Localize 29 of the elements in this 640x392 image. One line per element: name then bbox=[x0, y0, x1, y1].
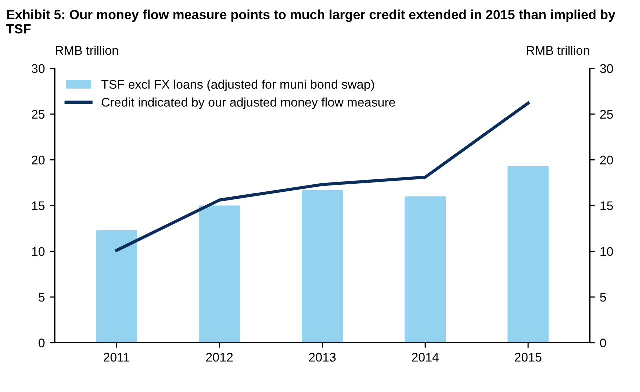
y2-tick-label: 0 bbox=[600, 338, 606, 348]
y2-tick-label: 10 bbox=[600, 247, 614, 256]
y-tick-label: 15 bbox=[32, 202, 45, 210]
x-tick-label: 2013 bbox=[309, 353, 336, 362]
y2-tick-label: 25 bbox=[600, 110, 614, 119]
bar bbox=[404, 196, 446, 343]
chart-title: Exhibit 5: Our money flow measure points to much larger credit extended in 2015 than implied by TSF bbox=[6, 10, 616, 34]
y2-tick-label: 20 bbox=[600, 156, 614, 165]
x-tick-label: 2011 bbox=[104, 353, 130, 362]
y-tick-label: 30 bbox=[32, 64, 45, 74]
y-axis-title: RMB trillion bbox=[56, 46, 118, 56]
y2-tick-label: 5 bbox=[600, 293, 606, 302]
bar bbox=[96, 230, 138, 343]
x-tick-label: 2012 bbox=[206, 353, 233, 362]
y-tick-label: 0 bbox=[38, 338, 45, 348]
x-tick-label: 2015 bbox=[515, 353, 542, 362]
legend-label: Credit indicated by our adjusted money flow measure bbox=[102, 98, 396, 110]
y-tick-label: 5 bbox=[38, 293, 45, 302]
bar bbox=[302, 190, 344, 343]
y2-tick-label: 15 bbox=[600, 202, 614, 210]
y-tick-label: 10 bbox=[32, 247, 45, 256]
y2-axis-title: RMB trillion bbox=[527, 46, 590, 56]
y-tick-label: 20 bbox=[32, 156, 45, 165]
y2-tick-label: 30 bbox=[600, 64, 614, 74]
legend-label: TSF excl FX loans (adjusted for muni bond swap) bbox=[102, 80, 374, 92]
bar bbox=[508, 166, 549, 343]
bar bbox=[199, 206, 240, 343]
x-tick-label: 2014 bbox=[412, 353, 439, 362]
y-tick-label: 25 bbox=[32, 110, 45, 119]
